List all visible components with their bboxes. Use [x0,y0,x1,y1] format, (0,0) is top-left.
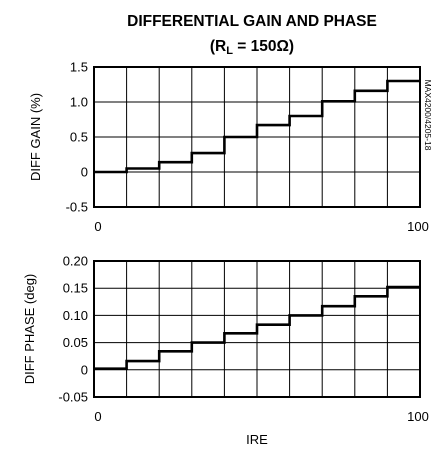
y-tick-label: 0.20 [63,254,88,269]
y-tick-label: 0.10 [63,308,88,323]
y-axis-label: DIFF PHASE (deg) [22,274,37,385]
y-tick-label: 1.0 [70,95,88,110]
y-tick-label: 0.15 [63,281,88,296]
plot-frame [93,260,421,398]
x-axis-label: IRE [246,432,268,447]
chart-title-line1: DIFFERENTIAL GAIN AND PHASE [127,13,377,30]
series-line [94,79,420,174]
title-prefix: (R [210,38,226,55]
diff-gain-plot: 1.5 1.0 0.5 0 -0.5 0 100 DIFF GAIN (%) [28,60,429,235]
x-tick-label: 0 [94,409,101,424]
title-suffix: = 150Ω) [233,38,294,55]
y-tick-label: -0.05 [58,390,88,405]
y-axis-label: DIFF GAIN (%) [28,93,43,181]
part-code: MAX4200/4205-18 [423,80,433,151]
series-line [94,285,420,371]
y-tick-label: 0.5 [70,130,88,145]
diff-phase-plot: 0.20 0.15 0.10 0.05 0 -0.05 0 100 DIFF PHASE (de… [22,254,429,448]
x-tick-label: 0 [94,219,101,234]
plot-frame [93,66,421,208]
x-tick-label: 100 [407,219,429,234]
y-tick-label: 0.05 [63,335,88,350]
y-tick-label: 0 [81,165,88,180]
chart-title-line2: (RL = 150Ω) [210,38,294,57]
y-tick-label: -0.5 [66,200,88,215]
title-subscript: L [226,45,233,57]
x-tick-label: 100 [407,409,429,424]
y-tick-label: 1.5 [70,60,88,75]
y-tick-label: 0 [81,362,88,377]
